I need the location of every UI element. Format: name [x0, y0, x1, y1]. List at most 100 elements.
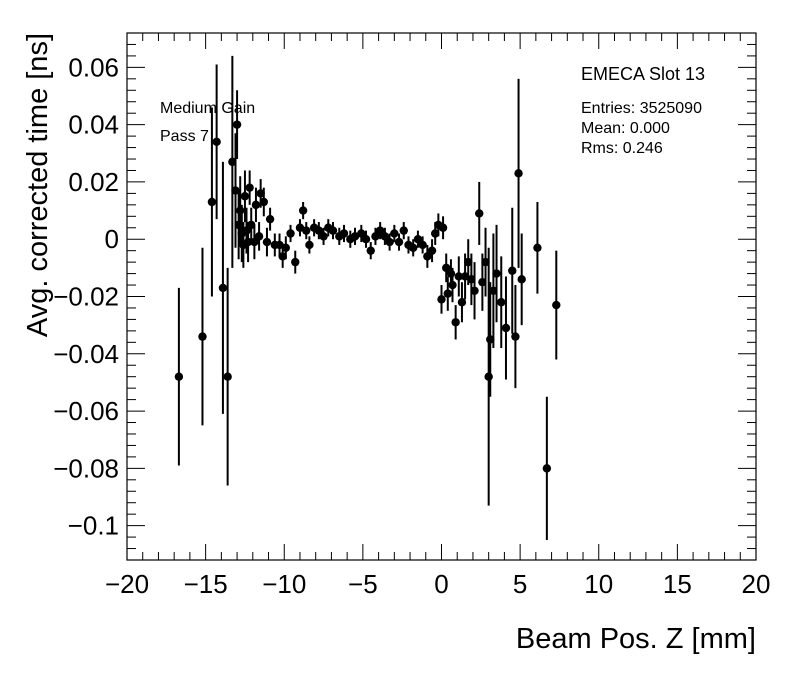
point-marker: [399, 226, 408, 235]
data-point: [408, 239, 418, 257]
data-point: [501, 276, 511, 380]
data-point: [497, 256, 506, 349]
point-marker: [508, 266, 517, 275]
data-point: [212, 64, 221, 220]
data-point: [305, 236, 314, 254]
data-point: [475, 181, 484, 245]
data-point: [438, 216, 448, 240]
point-marker: [446, 269, 456, 278]
data-point: [418, 236, 427, 254]
point-marker: [236, 206, 245, 215]
point-marker: [486, 335, 495, 344]
point-marker: [517, 275, 526, 284]
data-point: [298, 201, 308, 220]
data-point: [427, 239, 437, 263]
point-marker: [511, 332, 520, 341]
data-point: [302, 222, 311, 240]
data-point: [385, 233, 394, 251]
data-point: [240, 170, 250, 223]
point-marker: [223, 372, 232, 381]
point-marker: [275, 240, 284, 250]
data-point: [350, 227, 360, 245]
point-marker: [454, 272, 463, 281]
annotation-rms: Rms: 0.246: [581, 140, 663, 157]
data-point: [542, 396, 552, 540]
point-marker: [464, 257, 473, 267]
data-point: [481, 227, 490, 297]
point-marker: [408, 243, 418, 253]
data-point: [357, 224, 366, 243]
point-marker: [552, 300, 561, 310]
y-tick-label: −0.1: [68, 511, 119, 541]
point-marker: [366, 246, 375, 255]
point-marker: [305, 240, 314, 250]
point-marker: [198, 332, 207, 341]
point-marker: [212, 137, 221, 147]
data-point: [251, 187, 261, 223]
point-marker: [484, 372, 493, 381]
point-marker: [375, 226, 385, 235]
data-point: [366, 242, 375, 260]
point-marker: [431, 229, 440, 238]
x-tick-label: −10: [262, 569, 306, 599]
point-marker: [501, 323, 511, 333]
y-tick-label: 0.06: [68, 52, 119, 82]
point-marker: [218, 283, 228, 293]
data-point: [247, 207, 256, 243]
data-point: [228, 55, 237, 268]
point-marker: [451, 318, 460, 327]
data-point: [281, 236, 291, 260]
data-point: [470, 262, 479, 320]
point-marker: [380, 232, 390, 241]
point-marker: [174, 372, 184, 381]
point-marker: [361, 235, 371, 244]
point-marker: [423, 252, 432, 261]
point-marker: [247, 220, 256, 230]
annotation-mean: Mean: 0.000: [581, 120, 670, 137]
annotation-entries: Entries: 3525090: [581, 100, 702, 117]
point-marker: [481, 257, 490, 267]
x-tick-label: 5: [513, 569, 527, 599]
data-point: [467, 253, 476, 306]
data-point: [339, 224, 349, 243]
data-point: [174, 287, 184, 466]
point-marker: [489, 286, 498, 295]
data-point: [454, 256, 463, 297]
point-marker: [475, 209, 484, 218]
point-marker: [467, 275, 476, 284]
y-tick-label: 0.02: [68, 167, 119, 197]
y-tick-label: −0.08: [53, 453, 119, 483]
data-point: [275, 233, 284, 257]
data-point: [514, 78, 523, 268]
data-point: [380, 227, 390, 245]
data-point: [511, 285, 520, 389]
data-point: [207, 107, 217, 297]
data-point: [448, 267, 457, 303]
annotation-pass: Pass 7: [160, 128, 209, 145]
point-marker: [232, 120, 242, 129]
point-marker: [291, 257, 300, 267]
point-marker: [514, 169, 523, 178]
tick-labels: −20 −15 −10 −5 0 5 10 15 20 −0.1 −0.08 −0.06 −0.04 −0…: [53, 52, 770, 599]
y-tick-label: −0.04: [53, 339, 119, 369]
data-point: [218, 161, 228, 414]
point-marker: [371, 232, 380, 241]
data-point: [361, 230, 371, 248]
point-marker: [448, 280, 457, 290]
point-marker: [298, 206, 308, 215]
point-marker: [228, 157, 237, 167]
point-marker: [460, 272, 470, 281]
data-point: [291, 250, 300, 274]
point-marker: [497, 298, 506, 307]
point-marker: [314, 226, 324, 235]
data-point: [250, 224, 259, 260]
data-point: [375, 222, 385, 240]
point-marker: [438, 223, 448, 232]
data-point: [492, 224, 501, 323]
point-marker: [281, 243, 291, 253]
point-marker: [339, 229, 349, 238]
point-marker: [256, 189, 265, 198]
data-point: [245, 170, 254, 205]
data-point: [517, 233, 526, 326]
